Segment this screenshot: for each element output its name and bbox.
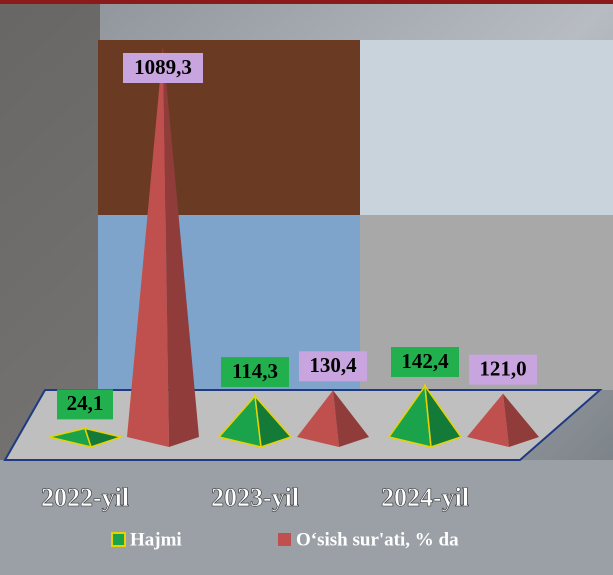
pyramid bbox=[127, 47, 199, 447]
pyramid bbox=[467, 393, 539, 447]
pyramid-face-left bbox=[127, 47, 169, 447]
data-label: 130,4 bbox=[309, 353, 357, 377]
pyramid-face-right bbox=[253, 393, 293, 449]
pyramid-face-right bbox=[333, 390, 369, 447]
data-label-box bbox=[469, 354, 537, 385]
data-label-box bbox=[391, 347, 459, 378]
pyramid-face-right bbox=[163, 47, 199, 447]
data-label: 114,3 bbox=[232, 359, 278, 383]
data-label-box bbox=[221, 357, 289, 388]
pyramid-face-right bbox=[423, 383, 463, 449]
legend-swatch bbox=[278, 533, 291, 546]
legend-label: O‘sish sur'ati, % da bbox=[296, 529, 459, 550]
data-label-box bbox=[57, 389, 113, 420]
data-label: 1089,3 bbox=[134, 55, 192, 79]
legend-swatch bbox=[111, 532, 126, 547]
data-label: 142,4 bbox=[401, 349, 449, 373]
x-tick-label: 2022-yil bbox=[41, 483, 129, 512]
pyramid bbox=[217, 393, 293, 449]
pyramid-face-right bbox=[503, 393, 539, 447]
pyramid-face-left bbox=[297, 390, 339, 447]
data-label-box bbox=[123, 53, 203, 83]
pyramid bbox=[48, 427, 124, 449]
data-label: 121,0 bbox=[479, 356, 526, 380]
legend-label: Hajmi bbox=[130, 529, 182, 550]
pyramid-face-right bbox=[83, 427, 124, 448]
data-label: 24,1 bbox=[67, 391, 104, 415]
photo-bottom bbox=[0, 460, 613, 575]
pyramid bbox=[297, 390, 369, 447]
x-tick-label: 2023-yil bbox=[211, 483, 299, 512]
top-rule bbox=[0, 0, 613, 4]
data-label-box bbox=[299, 351, 367, 382]
pyramid bbox=[387, 383, 463, 449]
photo-lab bbox=[360, 40, 613, 215]
pyramid-face-left bbox=[467, 393, 509, 447]
x-tick-label: 2024-yil bbox=[381, 483, 469, 512]
